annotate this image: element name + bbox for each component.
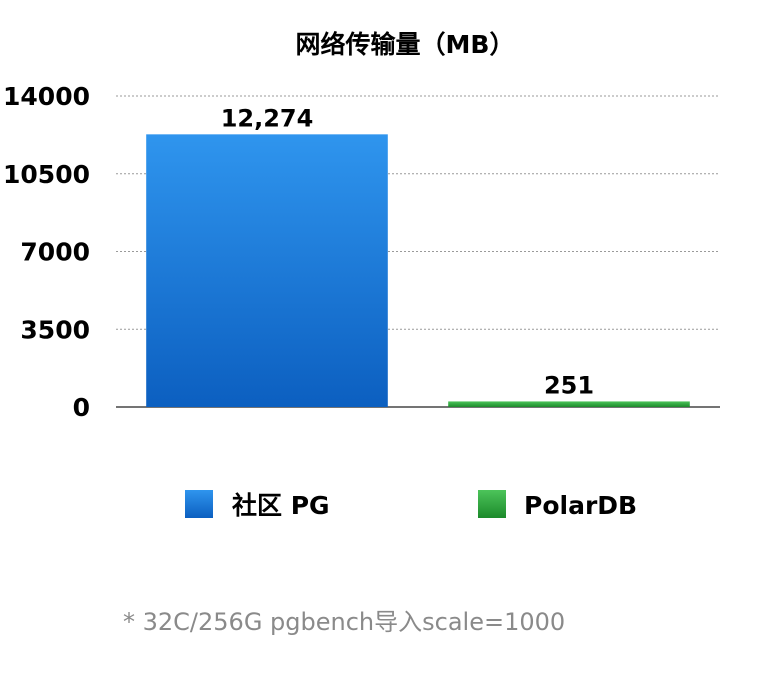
y-tick-label: 7000 bbox=[20, 238, 90, 267]
legend-swatch bbox=[478, 490, 506, 518]
bars bbox=[146, 134, 690, 407]
legend-label: 社区 PG bbox=[232, 491, 330, 520]
legend: 社区 PG PolarDB bbox=[185, 490, 637, 520]
y-tick-label: 0 bbox=[73, 393, 90, 422]
data-labels: 12,274 251 bbox=[221, 104, 594, 399]
bar-polardb bbox=[448, 401, 690, 407]
y-tick-label: 14000 bbox=[3, 82, 90, 111]
y-tick-label: 10500 bbox=[3, 160, 90, 189]
data-label: 251 bbox=[544, 371, 594, 399]
y-tick-label: 3500 bbox=[20, 315, 90, 344]
bar-community-pg bbox=[146, 134, 388, 407]
data-label: 12,274 bbox=[221, 104, 314, 132]
chart-title: 网络传输量（MB） bbox=[296, 30, 515, 59]
footnote: * 32C/256G pgbench导入scale=1000 bbox=[123, 608, 565, 636]
legend-label: PolarDB bbox=[524, 491, 637, 520]
legend-swatch bbox=[185, 490, 213, 518]
